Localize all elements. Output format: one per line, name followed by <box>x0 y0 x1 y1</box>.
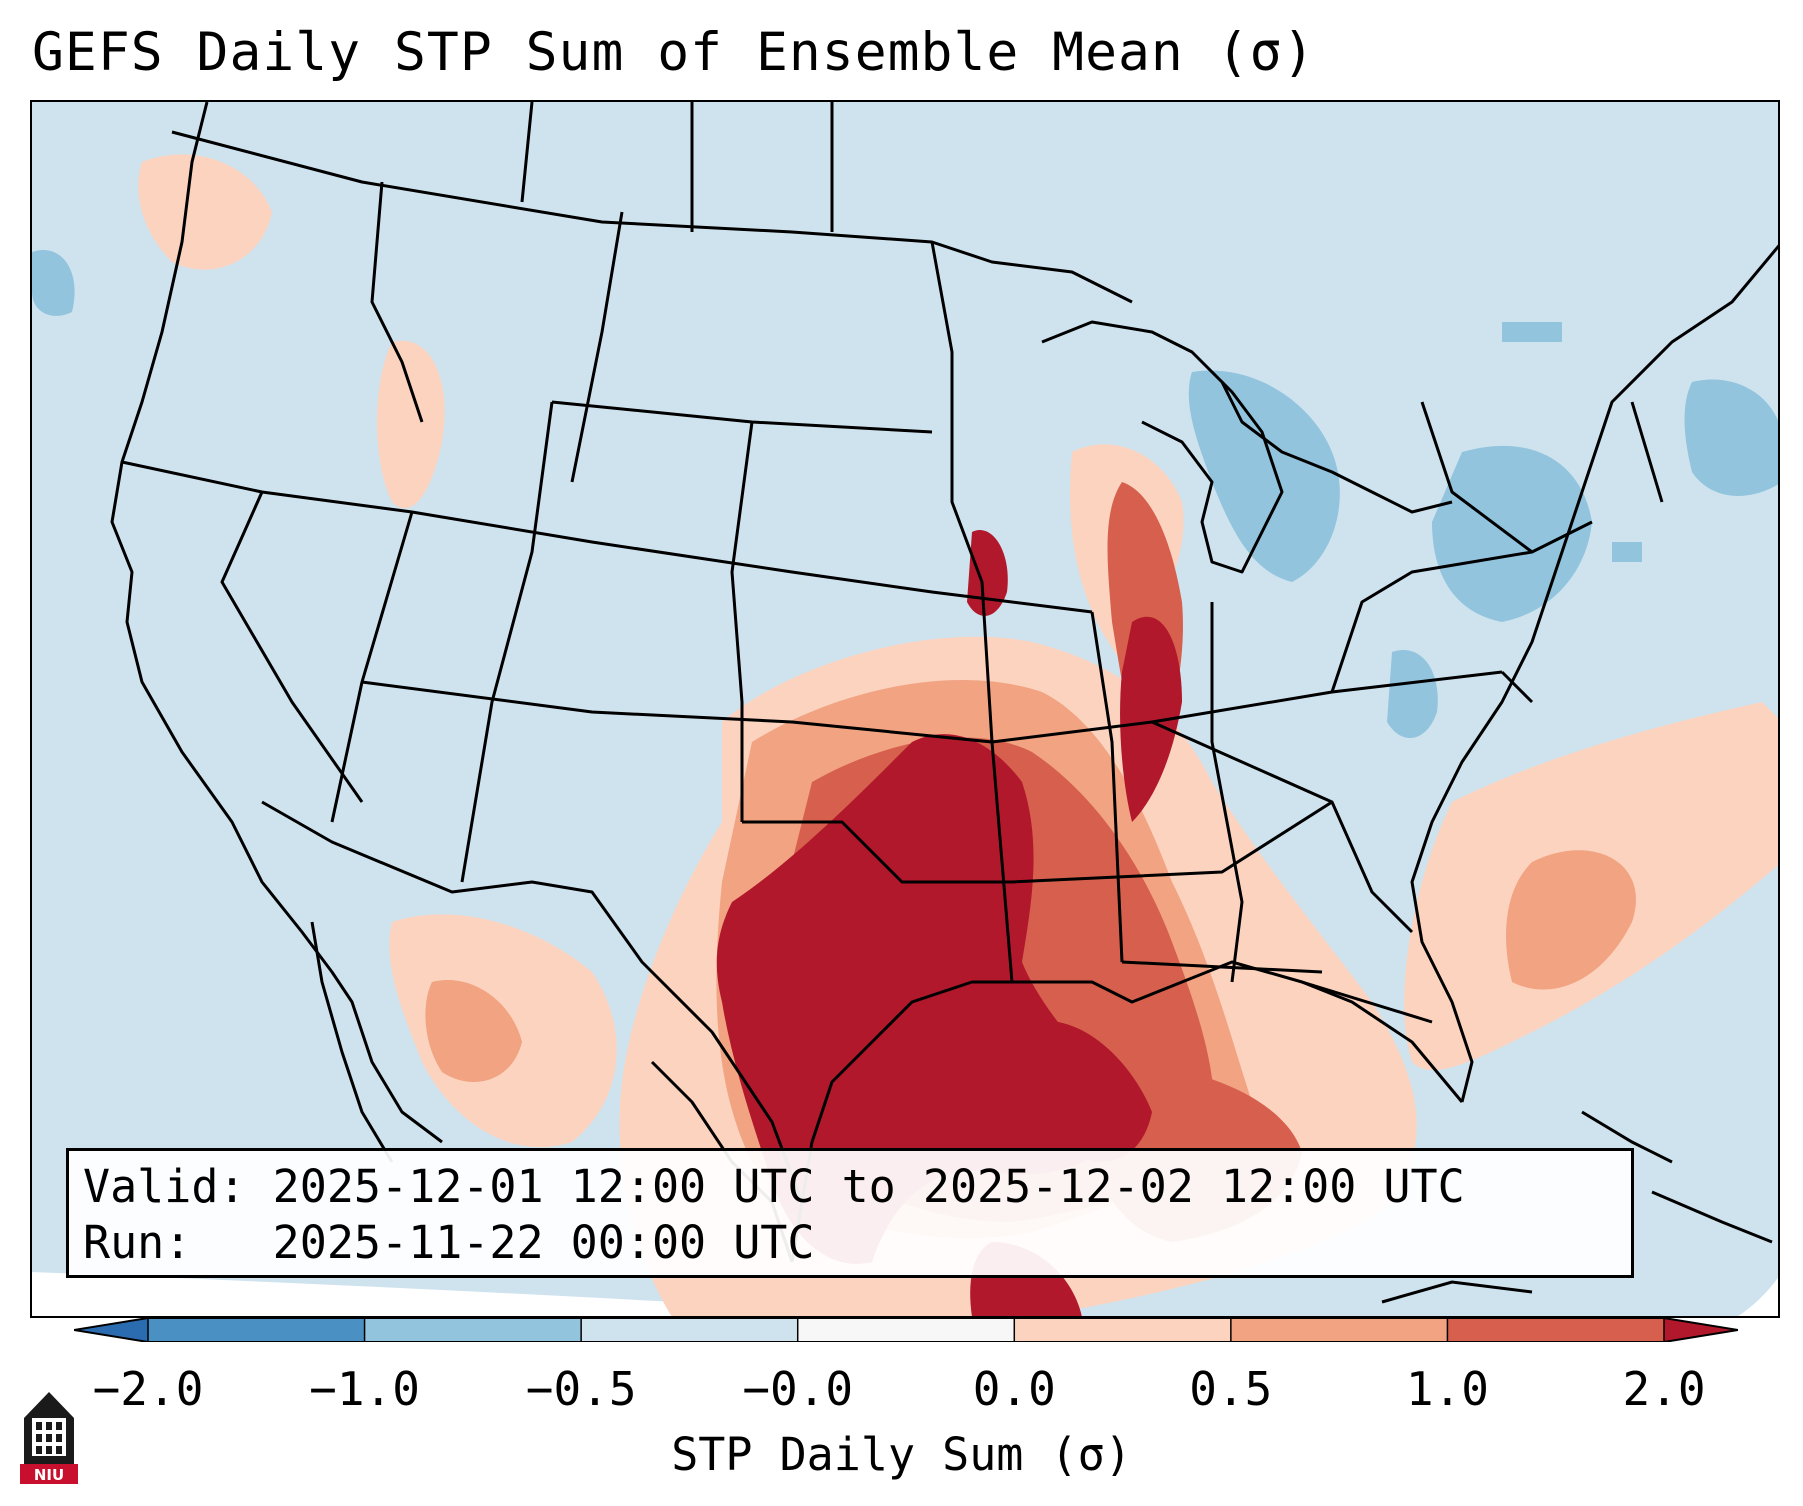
mexico-border <box>261 800 804 1203</box>
colorbar-bin <box>1230 1318 1448 1342</box>
colorbar-tick-label: 0.5 <box>1189 1362 1273 1416</box>
caribbean-islands <box>1381 1110 1773 1304</box>
colorbar-bin <box>581 1318 799 1342</box>
colorbar-tick-label: 0.0 <box>972 1362 1056 1416</box>
colorbar-tick-label: −1.0 <box>309 1362 420 1416</box>
run-time-line: Run: 2025-11-22 00:00 UTC <box>83 1216 815 1269</box>
colorbar-bin <box>1447 1318 1665 1342</box>
chart-title: GEFS Daily STP Sum of Ensemble Mean (σ) <box>32 22 1316 83</box>
colorbar-bin <box>1014 1318 1232 1342</box>
gulf-coastline <box>790 960 1464 1263</box>
colorbar-tick-label: 2.0 <box>1622 1362 1706 1416</box>
colorbar-bin <box>148 1318 366 1342</box>
colorbar-tick-label: 1.0 <box>1405 1362 1489 1416</box>
colorbar-bin <box>797 1318 1015 1342</box>
colorbar <box>74 1318 1738 1342</box>
valid-time-line: Valid: 2025-12-01 12:00 UTC to 2025-12-0… <box>83 1160 1465 1213</box>
niu-logo: NIU <box>20 1392 78 1484</box>
colorbar-bin <box>364 1318 582 1342</box>
map-panel <box>30 100 1780 1318</box>
anomaly-negative-region <box>1188 370 1340 582</box>
east-coastline <box>1410 244 1778 1103</box>
map-canvas <box>32 102 1778 1316</box>
colorbar-extend-high <box>1664 1318 1738 1342</box>
validity-info-box: Valid: 2025-12-01 12:00 UTC to 2025-12-0… <box>66 1148 1634 1278</box>
svg-text:NIU: NIU <box>34 1466 64 1484</box>
canada-border <box>171 130 1133 304</box>
colorbar-extend-low <box>74 1318 148 1342</box>
colorbar-label: STP Daily Sum (σ) <box>671 1428 1132 1481</box>
great-lakes <box>1041 320 1284 574</box>
boundaries <box>110 102 1778 1263</box>
west-coastline <box>110 102 443 1144</box>
stp-anomaly-field <box>32 154 1778 1316</box>
colorbar-tick-label: −0.5 <box>525 1362 637 1416</box>
colorbar-tick-label: −2.0 <box>92 1362 204 1416</box>
colorbar-tick-label: −0.0 <box>742 1362 854 1416</box>
